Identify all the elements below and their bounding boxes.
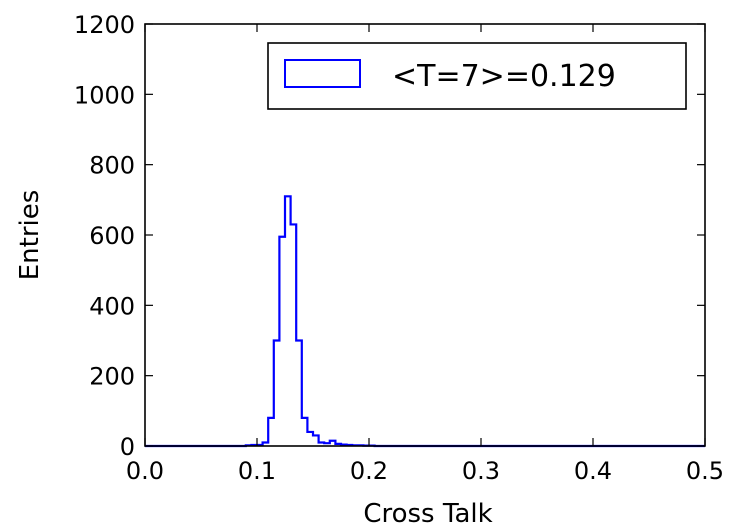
y-tick-label: 1000 [74, 81, 135, 109]
x-tick-label: 0.1 [238, 457, 276, 485]
y-tick-label: 1200 [74, 11, 135, 39]
legend-entry-label: <T=7>=0.129 [392, 59, 616, 94]
y-tick-label: 200 [89, 363, 135, 391]
y-tick-label: 800 [89, 152, 135, 180]
y-axis-ticks: 0 200 400 600 800 1000 1200 [74, 11, 705, 461]
legend: <T=7>=0.129 [267, 42, 687, 110]
legend-box [267, 42, 687, 110]
x-tick-label: 0.4 [574, 457, 612, 485]
y-tick-label: 600 [89, 222, 135, 250]
x-tick-label: 0.3 [462, 457, 500, 485]
x-axis-ticks: 0.0 0.1 0.2 0.3 0.4 0.5 [126, 24, 724, 485]
x-tick-label: 0.5 [686, 457, 724, 485]
y-tick-label: 400 [89, 292, 135, 320]
y-axis-label: Entries [15, 190, 45, 281]
legend-swatch [284, 59, 361, 88]
y-tick-label: 0 [120, 433, 135, 461]
x-tick-label: 0.2 [350, 457, 388, 485]
x-tick-label: 0.0 [126, 457, 164, 485]
x-axis-label: Cross Talk [363, 499, 492, 529]
histogram-series-line [145, 195, 705, 448]
